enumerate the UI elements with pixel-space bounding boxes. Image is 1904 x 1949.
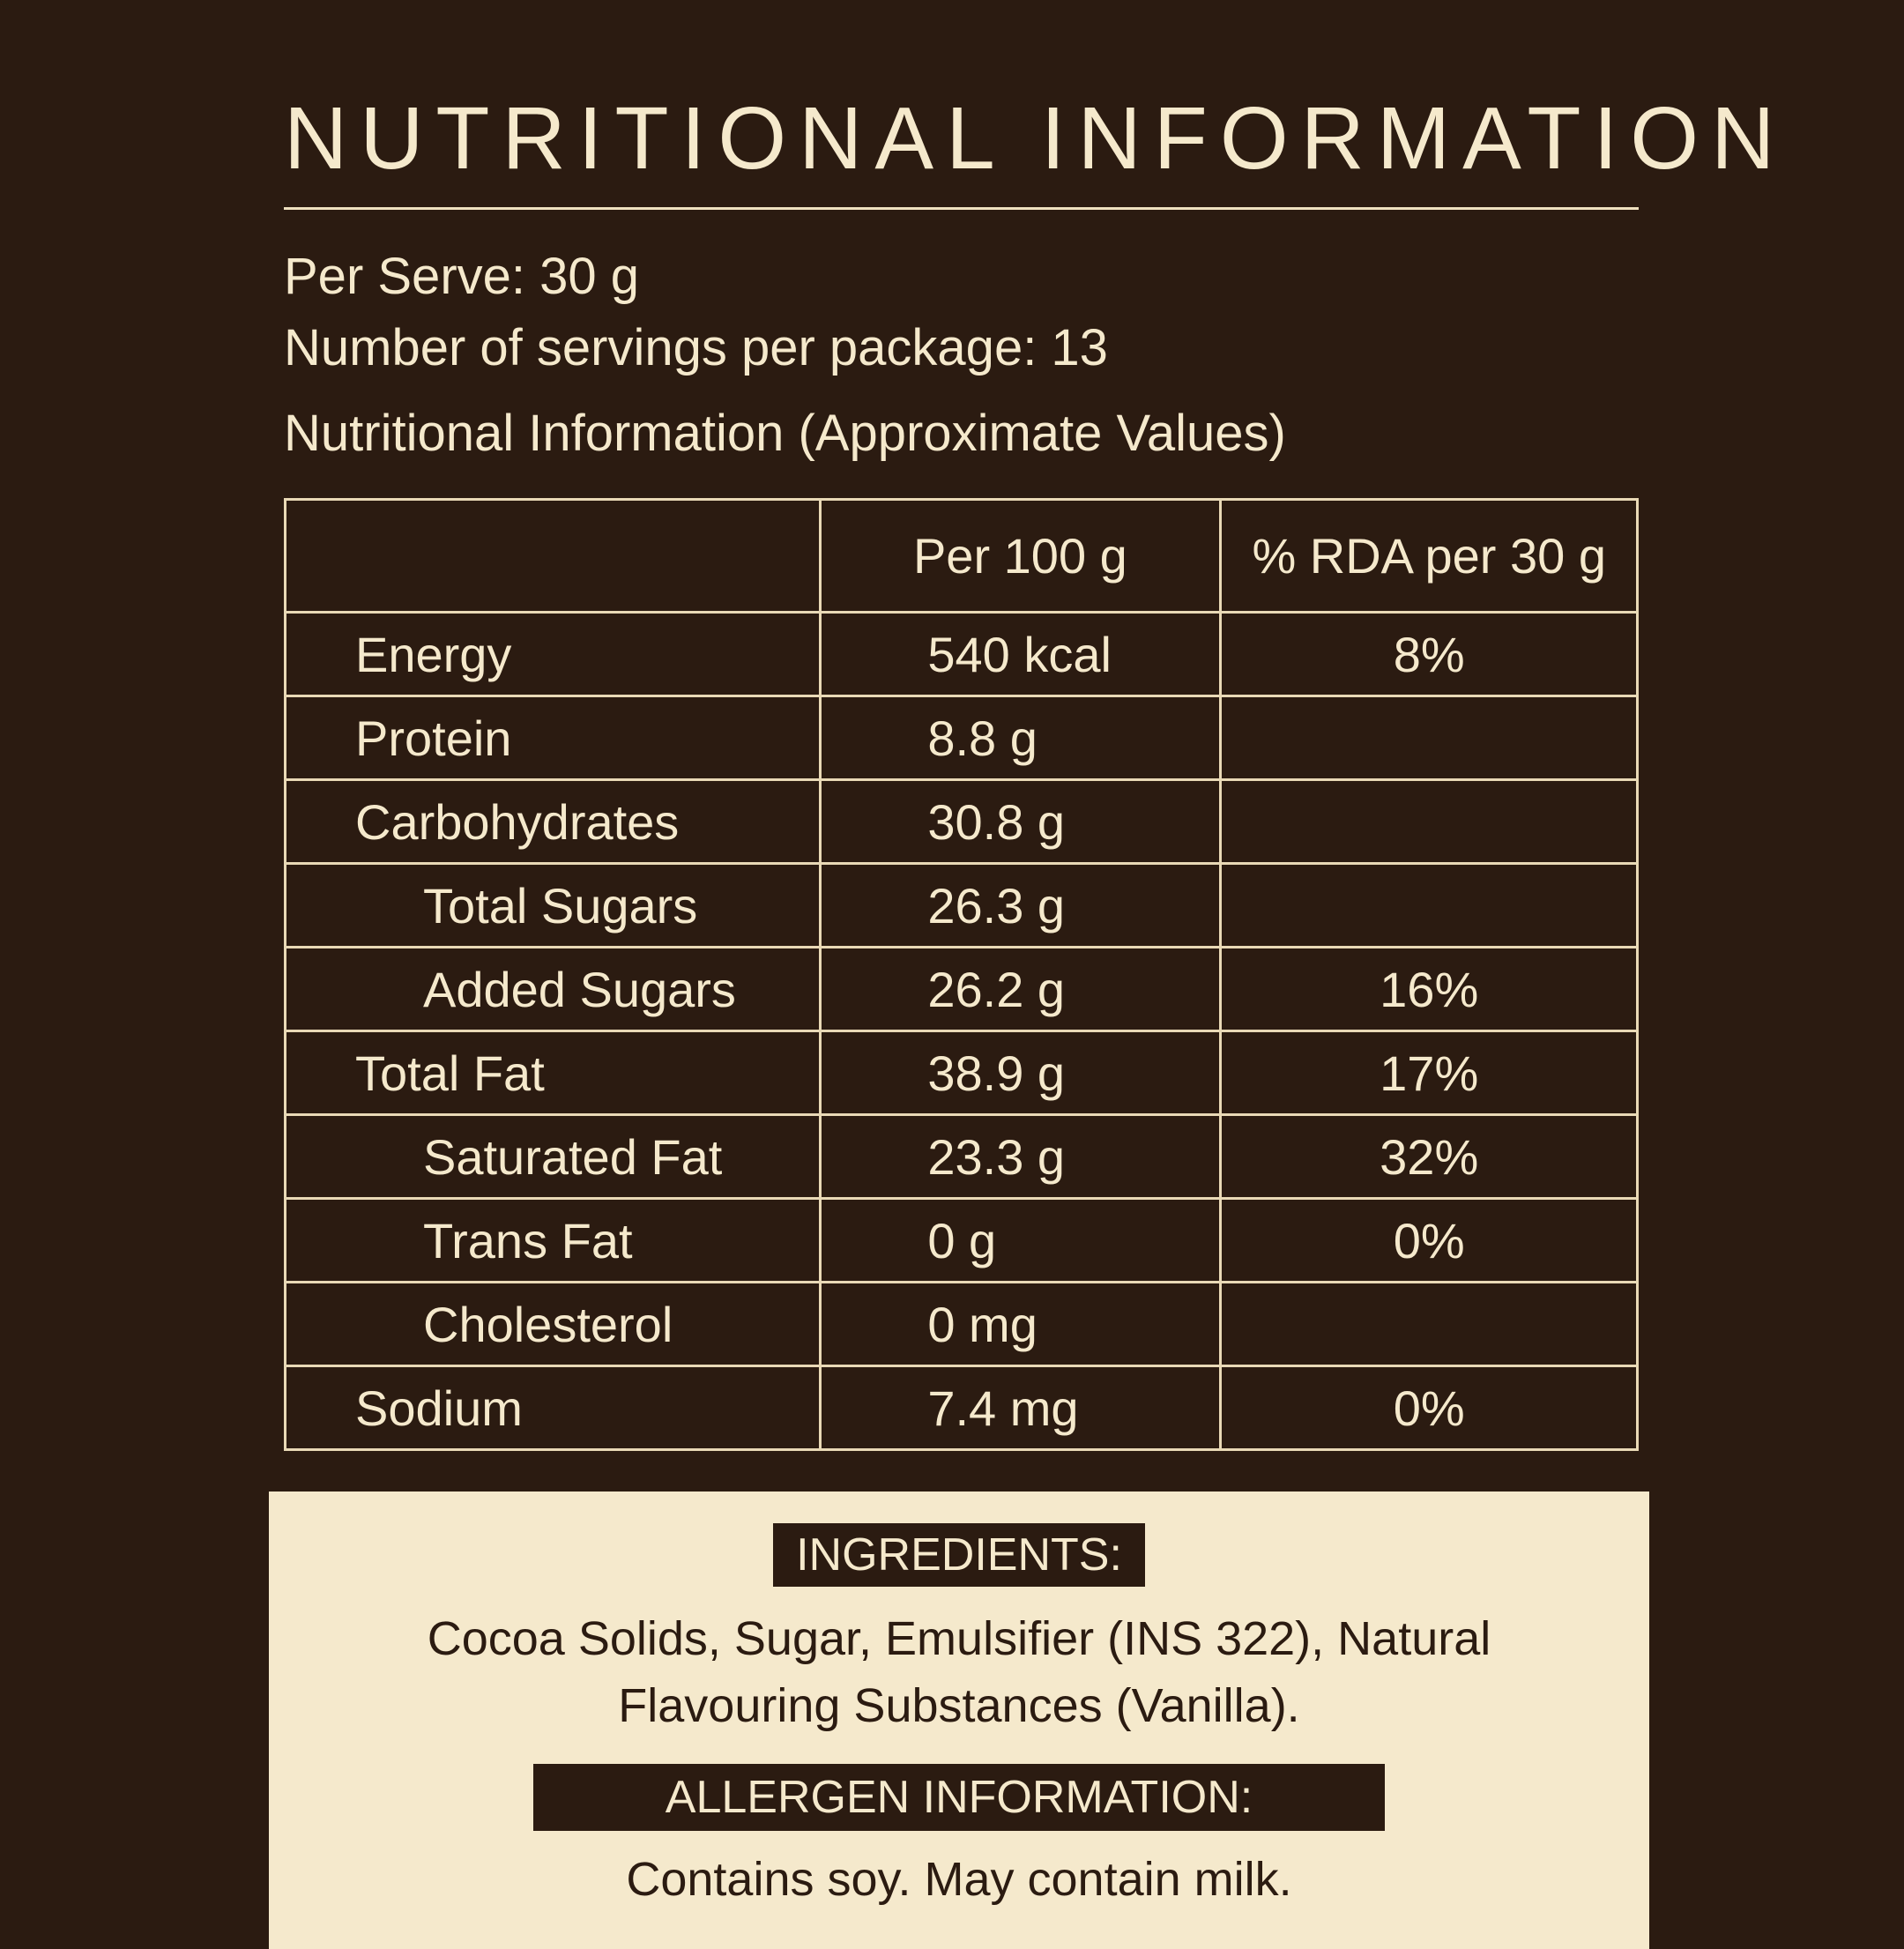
table-caption: Nutritional Information (Approximate Val… bbox=[284, 405, 1286, 462]
servings-line: Number of servings per package: 13 bbox=[284, 319, 1108, 376]
row-label: Total Fat bbox=[283, 1030, 822, 1116]
row-rda-value: 0% bbox=[1219, 1197, 1639, 1283]
table-row-trans-fat: Trans Fat 0 g 0% bbox=[283, 1197, 1639, 1283]
row-rda-value: 32% bbox=[1219, 1113, 1639, 1200]
table-row-saturated-fat: Saturated Fat 23.3 g 32% bbox=[283, 1113, 1639, 1200]
row-rda-value: 8% bbox=[1219, 611, 1639, 697]
allergen-text: Contains soy. May contain milk. bbox=[626, 1853, 1292, 1907]
row-per100-value: 0 g bbox=[819, 1197, 1223, 1283]
table-row-total-sugars: Total Sugars 26.3 g bbox=[283, 862, 1639, 948]
row-per100-value: 0 mg bbox=[819, 1281, 1223, 1367]
table-row-cholesterol: Cholesterol 0 mg bbox=[283, 1281, 1639, 1367]
nutrition-table: Per 100 g % RDA per 30 g Energy 540 kcal… bbox=[283, 498, 1639, 1451]
row-label: Energy bbox=[283, 611, 822, 697]
header-rda-per-30g: % RDA per 30 g bbox=[1219, 498, 1639, 614]
row-per100-value: 8.8 g bbox=[819, 695, 1223, 781]
ingredients-text: Cocoa Solids, Sugar, Emulsifier (INS 322… bbox=[427, 1612, 1491, 1732]
ingredients-heading: INGREDIENTS: bbox=[773, 1523, 1145, 1587]
allergen-heading: ALLERGEN INFORMATION: bbox=[532, 1764, 1386, 1832]
row-label: Saturated Fat bbox=[283, 1113, 822, 1200]
row-label: Total Sugars bbox=[283, 862, 822, 948]
table-row-carbohydrates: Carbohydrates 30.8 g bbox=[283, 778, 1639, 865]
row-per100-value: 540 kcal bbox=[819, 611, 1223, 697]
header-per-100g: Per 100 g bbox=[819, 498, 1223, 614]
table-row-added-sugars: Added Sugars 26.2 g 16% bbox=[283, 946, 1639, 1032]
row-rda-value bbox=[1219, 695, 1639, 781]
title-divider bbox=[284, 207, 1639, 210]
per-serve-line: Per Serve: 30 g bbox=[284, 248, 639, 305]
table-header-row: Per 100 g % RDA per 30 g bbox=[283, 498, 1639, 614]
row-per100-value: 38.9 g bbox=[819, 1030, 1223, 1116]
row-per100-value: 26.2 g bbox=[819, 946, 1223, 1032]
row-label: Carbohydrates bbox=[283, 778, 822, 865]
row-rda-value: 17% bbox=[1219, 1030, 1639, 1116]
row-rda-value bbox=[1219, 778, 1639, 865]
table-row-sodium: Sodium 7.4 mg 0% bbox=[283, 1365, 1639, 1451]
row-label: Trans Fat bbox=[283, 1197, 822, 1283]
row-label: Cholesterol bbox=[283, 1281, 822, 1367]
ingredients-panel: INGREDIENTS: Cocoa Solids, Sugar, Emulsi… bbox=[269, 1492, 1649, 1949]
row-label: Added Sugars bbox=[283, 946, 822, 1032]
row-per100-value: 7.4 mg bbox=[819, 1365, 1223, 1451]
table-row-protein: Protein 8.8 g bbox=[283, 695, 1639, 781]
table-row-total-fat: Total Fat 38.9 g 17% bbox=[283, 1030, 1639, 1116]
row-per100-value: 30.8 g bbox=[819, 778, 1223, 865]
row-rda-value: 0% bbox=[1219, 1365, 1639, 1451]
table-row-energy: Energy 540 kcal 8% bbox=[283, 611, 1639, 697]
header-nutrient-col bbox=[283, 498, 822, 614]
row-rda-value: 16% bbox=[1219, 946, 1639, 1032]
row-per100-value: 26.3 g bbox=[819, 862, 1223, 948]
page-title: NUTRITIONAL INFORMATION bbox=[284, 89, 1788, 188]
row-per100-value: 23.3 g bbox=[819, 1113, 1223, 1200]
row-label: Protein bbox=[283, 695, 822, 781]
nutrition-label: NUTRITIONAL INFORMATION Per Serve: 30 g … bbox=[269, 89, 1774, 1949]
row-label: Sodium bbox=[283, 1365, 822, 1451]
row-rda-value bbox=[1219, 862, 1639, 948]
row-rda-value bbox=[1219, 1281, 1639, 1367]
